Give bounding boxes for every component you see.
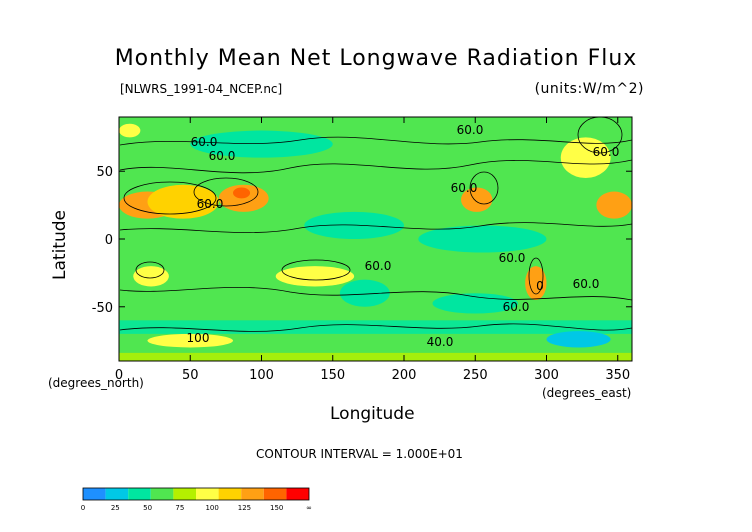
y-tick-label: 0 <box>105 233 113 248</box>
heatmap-region <box>119 352 632 361</box>
heatmap-region <box>432 293 518 314</box>
contour-line <box>119 222 632 233</box>
contour-value-label: 60.0 <box>457 123 484 137</box>
units-label: (units:W/m^2) <box>534 81 644 97</box>
x-tick-label: 100 <box>249 368 274 383</box>
contour-line <box>135 261 165 279</box>
y-axis-units: (degrees_north) <box>48 376 144 390</box>
x-tick-label: 50 <box>182 368 199 383</box>
contour-value-label: 0 <box>536 279 544 293</box>
chart-title: Monthly Mean Net Longwave Radiation Flux <box>114 46 638 71</box>
x-axis-units: (degrees_east) <box>542 386 632 400</box>
contour-value-label: 60.0 <box>197 197 224 211</box>
colorbar-tick-label: 50 <box>143 504 152 512</box>
x-tick-label: 350 <box>605 368 630 383</box>
heatmap-region <box>339 279 390 307</box>
colorbar-tick-label: 125 <box>238 504 251 512</box>
heatmap-region <box>275 266 355 287</box>
contour-value-label: 60.0 <box>503 300 530 314</box>
colorbar-swatch <box>196 488 219 500</box>
contour-value-label: 60.0 <box>191 135 218 149</box>
colorbar-swatch <box>286 488 309 500</box>
heatmap-regions <box>119 117 632 361</box>
heatmap-region <box>418 225 547 253</box>
heatmap-region <box>218 184 269 212</box>
heatmap-region <box>190 130 333 158</box>
colorbar: 0 25 50 75 100 125 150 ∞ <box>81 487 312 512</box>
contour-interval-label: CONTOUR INTERVAL = 1.000E+01 <box>256 447 463 461</box>
colorbar-tick-label: 0 <box>81 504 85 512</box>
colorbar-swatch <box>150 488 174 500</box>
contour-value-label: 60.0 <box>593 145 620 159</box>
colorbar-swatch <box>128 488 151 500</box>
x-tick-label: 150 <box>320 368 345 383</box>
contour-value-label: 60.0 <box>365 259 392 273</box>
colorbar-tick-label: 100 <box>205 504 218 512</box>
colorbar-swatch <box>218 488 242 500</box>
colorbar-tick-label: ∞ <box>306 504 312 512</box>
axes: 0 50 100 150 200 250 300 350 50 0 -50 <box>92 117 632 383</box>
x-tick-label: 0 <box>115 368 123 383</box>
colorbar-tick-label: 25 <box>111 504 120 512</box>
x-tick-label: 250 <box>463 368 488 383</box>
colorbar-tick-label: 75 <box>175 504 184 512</box>
colorbar-swatch <box>241 488 264 500</box>
colorbar-swatch <box>173 488 196 500</box>
contour-line <box>281 259 351 281</box>
contour-line <box>123 181 217 215</box>
contour-line <box>528 257 544 295</box>
y-axis-label: Latitude <box>49 210 70 280</box>
contour-value-label: 100 <box>187 331 210 345</box>
contour-line <box>577 117 623 154</box>
heatmap-region <box>546 331 611 348</box>
contour-value-label: 40.0 <box>427 335 454 349</box>
colorbar-tick-label: 150 <box>270 504 283 512</box>
contour-line <box>119 159 632 174</box>
colorbar-swatch <box>263 488 287 500</box>
colorbar-swatch <box>83 488 106 500</box>
heatmap-region <box>119 123 141 138</box>
y-tick-label: 50 <box>96 165 113 180</box>
contour-line <box>119 287 632 301</box>
contour-value-label: 60.0 <box>209 149 236 163</box>
contour-lines <box>119 117 632 332</box>
heatmap-region <box>461 187 493 212</box>
contour-value-label: 60.0 <box>499 251 526 265</box>
contour-line <box>469 171 499 205</box>
y-tick-label: -50 <box>92 301 113 316</box>
contour-line <box>119 136 632 146</box>
heatmap-region <box>133 266 169 287</box>
colorbar-swatch <box>105 488 129 500</box>
heatmap-region <box>147 333 233 348</box>
heatmap-region <box>525 266 547 300</box>
x-tick-label: 300 <box>534 368 559 383</box>
contour-line <box>119 323 632 332</box>
contour-line <box>193 177 259 207</box>
contour-value-label: 60.0 <box>451 181 478 195</box>
heatmap-region <box>560 137 611 179</box>
dataset-filename: [NLWRS_1991-04_NCEP.nc] <box>120 82 283 96</box>
x-tick-label: 200 <box>392 368 417 383</box>
x-axis-label: Longitude <box>330 404 415 424</box>
contour-value-label: 60.0 <box>573 277 600 291</box>
colorbar-frame <box>82 487 310 501</box>
heatmap-region <box>596 191 632 219</box>
heatmap-region <box>233 187 251 199</box>
